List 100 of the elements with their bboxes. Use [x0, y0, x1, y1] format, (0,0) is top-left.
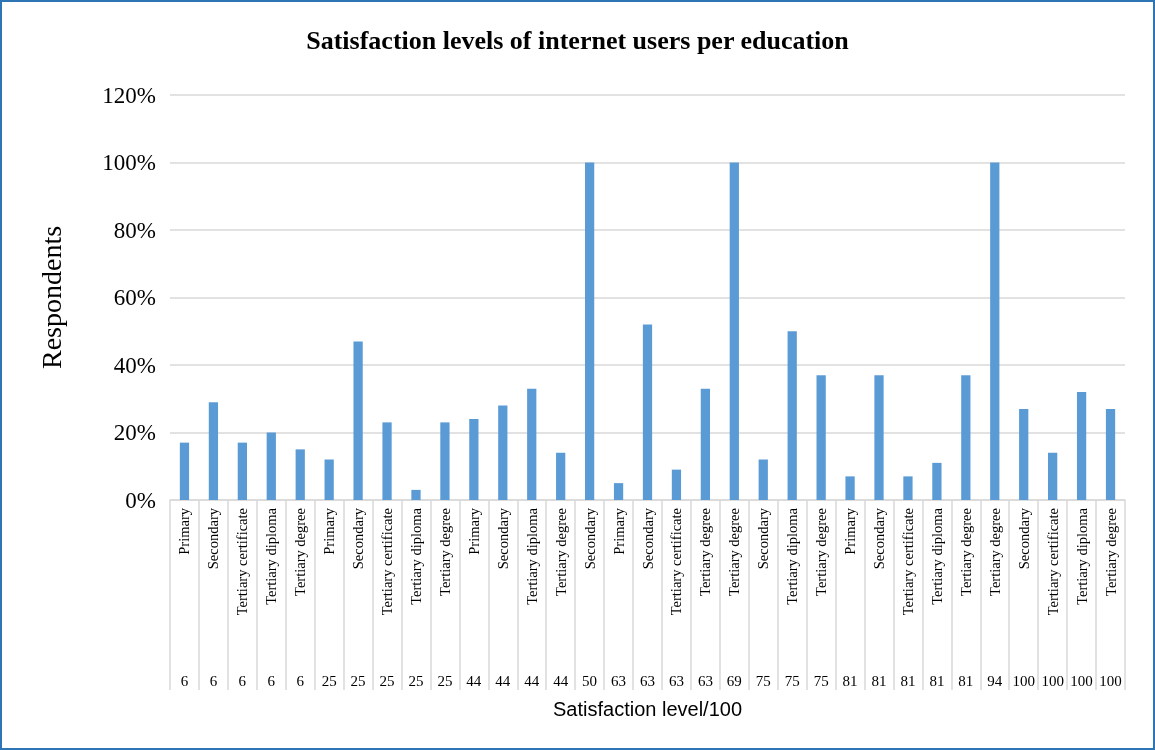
x-tick-label: Primary: [610, 507, 627, 555]
text: 81: [958, 672, 974, 689]
x-tick-label: Tertiary certificate: [234, 508, 251, 616]
x-tick-label: Tertiary degree: [986, 508, 1003, 596]
bar: [932, 462, 942, 500]
bar: [613, 483, 624, 500]
bar: [324, 459, 334, 500]
y-tick-label: 20%: [113, 420, 156, 445]
x-tick-label: Primary: [176, 507, 193, 555]
y-tick-label: 60%: [113, 285, 156, 310]
x-tick-label: Secondary: [350, 507, 367, 570]
x-tick-label: Primary: [842, 507, 859, 555]
x-tick-label: Tertiary certificate: [668, 508, 685, 616]
x-tick-label: Tertiary degree: [436, 508, 453, 596]
text: 81: [900, 672, 916, 689]
text: 25: [408, 672, 424, 689]
x-tick-label: Primary: [321, 507, 338, 555]
y-tick-label: 40%: [113, 352, 156, 378]
x-tick-label: Tertiary degree: [1102, 508, 1119, 596]
x-tick-label: Tertiary diploma: [784, 507, 801, 605]
bar: [179, 442, 190, 500]
x-tick-label: Tertiary degree: [552, 508, 569, 596]
text: 25: [379, 672, 395, 689]
x-tick-label: Tertiary degree: [957, 508, 974, 596]
text: 6: [209, 672, 218, 689]
bar: [729, 162, 739, 500]
text: 6: [180, 672, 189, 689]
bar: [469, 419, 479, 500]
text: 75: [755, 672, 771, 689]
bar: [382, 422, 392, 500]
text: 100: [1099, 672, 1122, 689]
bar: [266, 432, 276, 500]
bar: [1019, 408, 1029, 500]
bar: [353, 341, 363, 500]
text: 75: [813, 672, 829, 689]
x-tick-label: Secondary: [581, 507, 598, 570]
text: 6: [296, 672, 305, 689]
text: 44: [495, 672, 511, 689]
y-tick-label: 0%: [125, 487, 156, 513]
bar: [527, 388, 537, 500]
y-tick-label: 120%: [102, 82, 156, 108]
text: 63: [640, 672, 655, 689]
text: 6: [238, 672, 247, 689]
bar: [903, 476, 913, 500]
text: 75: [784, 672, 800, 689]
x-tick-label: Secondary: [755, 507, 772, 570]
text: 63: [668, 672, 684, 689]
bar: [671, 469, 682, 500]
text: 50: [582, 672, 598, 689]
bar: [1076, 392, 1087, 500]
x-tick-label: Primary: [465, 507, 482, 555]
chart-title: Satisfaction levels of internet users per education: [306, 25, 850, 55]
x-tick-label: Tertiary degree: [292, 508, 309, 596]
x-tick-label: Tertiary diploma: [928, 507, 945, 605]
x-tick-label: Tertiary certificate: [379, 508, 396, 616]
text: 100: [1012, 672, 1035, 689]
x-tick-label: Tertiary degree: [813, 508, 830, 596]
text: 63: [697, 672, 713, 689]
y-tick-label: 80%: [113, 217, 156, 243]
text: 25: [350, 672, 366, 689]
bar: [845, 476, 855, 500]
bar: [556, 452, 566, 500]
bar: [1048, 452, 1058, 500]
x-tick-label: Tertiary diploma: [263, 507, 280, 605]
x-axis-title: Satisfaction level/100: [552, 698, 743, 720]
bar: [700, 388, 711, 500]
bar: [961, 375, 971, 500]
text: 63: [611, 672, 627, 689]
text: 81: [871, 672, 887, 689]
bar: [1105, 408, 1116, 500]
text: 81: [929, 672, 945, 689]
x-tick-label: Secondary: [205, 507, 222, 570]
y-axis-title: Respondents: [35, 225, 67, 370]
text: 100: [1070, 672, 1093, 689]
text: 100: [1041, 672, 1064, 689]
x-tick-label: Secondary: [1015, 507, 1032, 570]
text: 69: [726, 672, 742, 689]
x-tick-label: Tertiary certificate: [1044, 508, 1061, 616]
text: 25: [437, 672, 453, 689]
text: 94: [987, 672, 1003, 689]
bar: [440, 422, 450, 500]
bar: [295, 449, 305, 500]
x-tick-label: Tertiary degree: [697, 508, 714, 596]
text: 81: [842, 672, 858, 689]
bar: [990, 162, 1000, 500]
bar: [642, 324, 653, 500]
y-tick-label: 100%: [102, 150, 156, 175]
x-tick-label: Secondary: [871, 507, 888, 570]
text: 44: [466, 672, 482, 689]
x-tick-label: Tertiary diploma: [407, 507, 424, 605]
x-tick-label: Secondary: [639, 507, 656, 570]
x-tick-label: Secondary: [494, 507, 511, 570]
bar: [758, 459, 768, 500]
bar: [584, 162, 595, 500]
bar: [787, 331, 797, 500]
x-tick-label: Tertiary diploma: [1073, 507, 1090, 605]
bar: [208, 402, 219, 500]
bar: [498, 405, 508, 500]
bar: [237, 442, 247, 500]
text: 25: [321, 672, 337, 689]
